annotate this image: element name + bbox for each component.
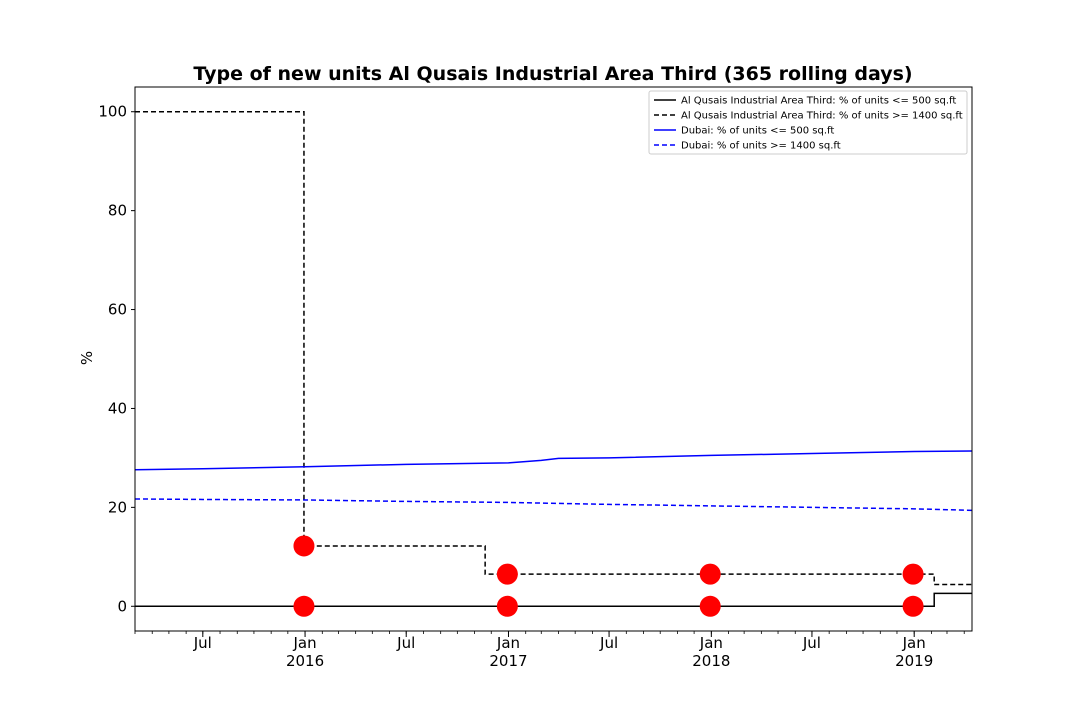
marker-point-5 — [699, 595, 721, 617]
plot-area — [134, 110, 973, 617]
marker-point-4 — [496, 563, 518, 585]
legend-box — [648, 90, 968, 155]
legend-label-3: Dubai: % of units <= 500 sq.ft — [681, 126, 834, 137]
marker-point-1 — [293, 595, 315, 617]
x-tick-label-3: Jul — [396, 634, 415, 652]
marker-point-6 — [699, 563, 721, 585]
marker-point-8 — [902, 563, 924, 585]
legend-label-1: Al Qusais Industrial Area Third: % of un… — [681, 96, 956, 107]
y-tick-label-60: 60 — [108, 301, 127, 319]
y-tick-label-40: 40 — [108, 399, 127, 417]
legend-label-4: Dubai: % of units >= 1400 sq.ft — [681, 141, 841, 152]
series-line-1 — [135, 592, 972, 608]
y-axis-label: % — [78, 351, 96, 365]
x-tick-label-7: Jul — [802, 634, 821, 652]
series-line-3 — [134, 450, 973, 471]
x-tick-year-label-2: 2016 — [286, 652, 324, 670]
marker-point-7 — [902, 595, 924, 617]
x-tick-year-label-8: 2019 — [895, 652, 933, 670]
series-line-4 — [134, 498, 973, 512]
marker-point-2 — [293, 535, 315, 557]
x-tick-label-1: Jul — [193, 634, 212, 652]
legend-label-2: Al Qusais Industrial Area Third: % of un… — [681, 111, 963, 122]
y-tick-label-80: 80 — [108, 202, 127, 220]
x-tick-year-label-4: 2017 — [489, 652, 527, 670]
x-tick-label-8: Jan — [902, 634, 926, 652]
chart-title: Type of new units Al Qusais Industrial A… — [193, 63, 912, 85]
x-tick-label-4: Jan — [496, 634, 520, 652]
plot-frame — [134, 86, 973, 632]
x-tick-label-2: Jan — [293, 634, 317, 652]
marker-point-3 — [496, 595, 518, 617]
series-line-2 — [135, 110, 972, 586]
x-tick-label-6: Jan — [699, 634, 723, 652]
x-tick-year-label-6: 2018 — [692, 652, 730, 670]
y-tick-label-0: 0 — [117, 597, 127, 615]
y-tick-label-100: 100 — [98, 103, 127, 121]
x-tick-label-5: Jul — [599, 634, 618, 652]
y-tick-label-20: 20 — [108, 498, 127, 516]
legend: Al Qusais Industrial Area Third: % of un… — [648, 90, 968, 155]
